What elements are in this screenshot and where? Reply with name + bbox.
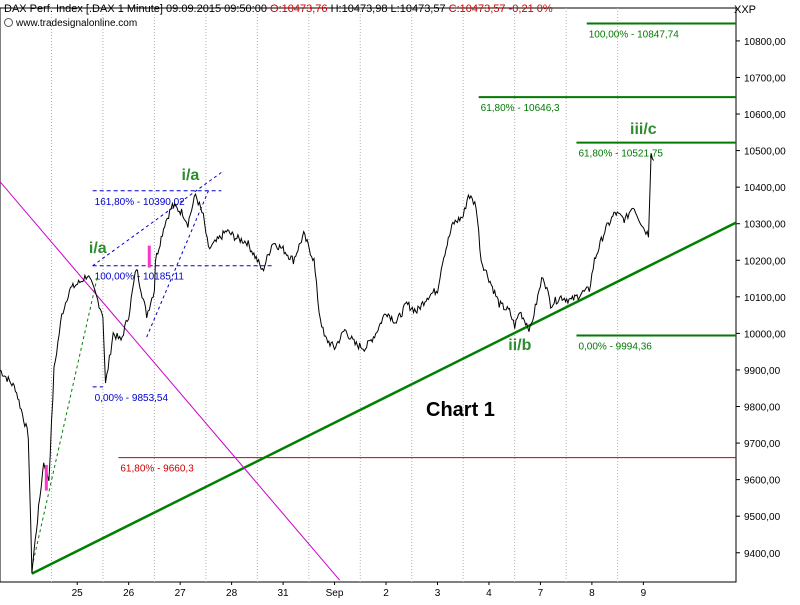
chart-title: Chart 1	[426, 399, 495, 421]
wave-label: i/a	[89, 240, 107, 257]
y-tick-label: 10200,00	[744, 256, 786, 267]
x-tick-label: 31	[278, 588, 290, 599]
x-tick-label: 25	[72, 588, 84, 599]
change-value: -0,21	[508, 3, 534, 15]
x-tick-label: 2	[383, 588, 389, 599]
y-tick-label: 10800,00	[744, 37, 786, 48]
high-value: H:10473,98	[330, 3, 388, 15]
y-tick-label: 10400,00	[744, 183, 786, 194]
instrument-name: DAX Perf. Index [.DAX 1 Minute]	[4, 3, 163, 15]
wave-label: i/a	[182, 167, 200, 184]
y-tick-label: 9400,00	[744, 549, 781, 560]
wave-label: iii/c	[630, 121, 657, 138]
fibonacci-level-label: 100,00% - 10847,74	[589, 29, 680, 40]
x-tick-label: 8	[589, 588, 595, 599]
change-percent: 0%	[536, 3, 553, 15]
blue-channel-lower	[146, 190, 209, 338]
price-series	[0, 153, 655, 574]
open-value: O:10473,76	[270, 3, 328, 15]
fibonacci-level-label: 0,00% - 9994,36	[578, 341, 652, 352]
magenta-resistance-trendline	[0, 181, 341, 581]
fibonacci-level-label: 61,80% - 9660,3	[120, 464, 194, 475]
x-tick-label: 27	[175, 588, 187, 599]
chart-header: DAX Perf. Index [.DAX 1 Minute] 09.09.20…	[4, 3, 553, 15]
y-tick-label: 10100,00	[744, 293, 786, 304]
green-support-trendline	[31, 221, 737, 575]
y-tick-label: 10500,00	[744, 147, 786, 158]
x-tick-label: 3	[435, 588, 441, 599]
y-tick-label: 9900,00	[744, 366, 781, 377]
y-tick-label: 9500,00	[744, 512, 781, 523]
symbol-label: XXP	[733, 4, 756, 16]
y-tick-label: 10300,00	[744, 220, 786, 231]
settings-gear-icon[interactable]	[4, 18, 13, 27]
x-tick-label: 26	[123, 588, 135, 599]
y-tick-label: 10600,00	[744, 110, 786, 121]
y-tick-label: 10000,00	[744, 329, 786, 340]
x-tick-label: 9	[641, 588, 647, 599]
x-tick-label: 28	[226, 588, 238, 599]
x-tick-label: Sep	[326, 588, 344, 599]
green-dashed-trendline	[31, 274, 99, 568]
source-url[interactable]: www.tradesignalonline.com	[16, 18, 138, 29]
y-tick-label: 10700,00	[744, 73, 786, 84]
fibonacci-level-label: 100,00% - 10185,11	[95, 272, 185, 283]
fibonacci-level-label: 161,80% - 10390,02	[95, 197, 186, 208]
wave-label: ii/b	[508, 337, 531, 354]
fibonacci-level-label: 0,00% - 9853,54	[95, 393, 169, 404]
x-tick-label: 7	[538, 588, 544, 599]
blue-channel-upper	[92, 172, 222, 267]
plot-area	[0, 7, 737, 583]
bar-datetime: 09.09.2015 09:50:00	[166, 3, 267, 15]
low-value: L:10473,57	[390, 3, 446, 15]
fibonacci-level-label: 61,80% - 10521,75	[578, 149, 663, 160]
source-line: www.tradesignalonline.com	[4, 18, 137, 29]
y-tick-label: 9700,00	[744, 439, 781, 450]
x-tick-label: 4	[486, 588, 492, 599]
fibonacci-level-label: 61,80% - 10646,3	[481, 103, 560, 114]
y-tick-label: 9600,00	[744, 476, 781, 487]
close-value: C:10473,57	[448, 3, 506, 15]
y-tick-label: 9800,00	[744, 403, 781, 414]
